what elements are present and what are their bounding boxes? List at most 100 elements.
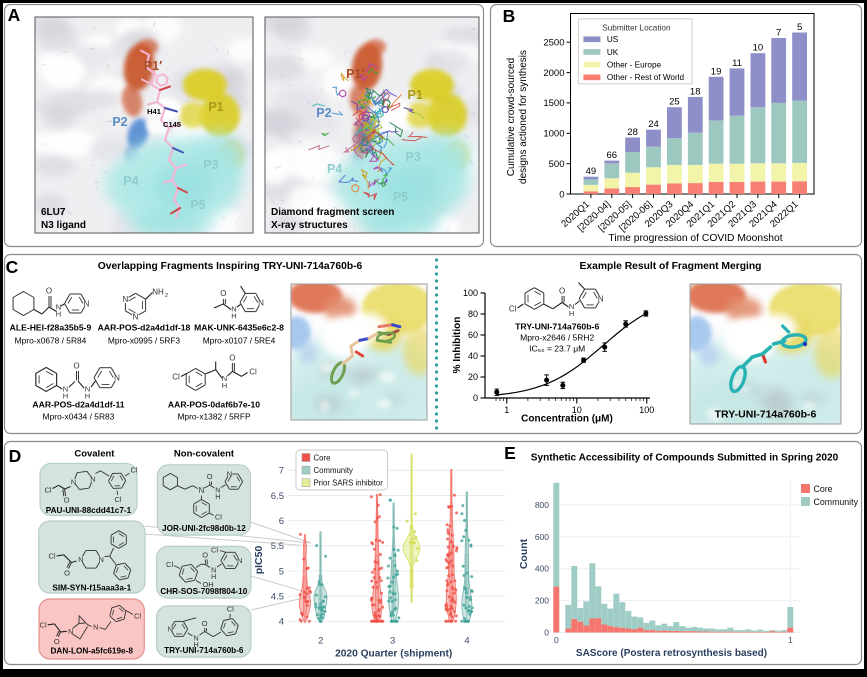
svg-text:SAScore (Postera retrosynthesi: SAScore (Postera retrosynthesis based) bbox=[576, 648, 767, 659]
svg-text:Example Result of Fragment Mer: Example Result of Fragment Merging bbox=[580, 261, 762, 272]
svg-text:0: 0 bbox=[554, 635, 559, 645]
svg-text:6: 6 bbox=[279, 516, 284, 527]
svg-text:24: 24 bbox=[648, 119, 659, 130]
svg-text:N: N bbox=[168, 625, 173, 634]
svg-text:pIC50: pIC50 bbox=[253, 546, 265, 575]
svg-text:Prior SARS inhibitor: Prior SARS inhibitor bbox=[314, 479, 384, 488]
svg-text:Cl: Cl bbox=[211, 545, 218, 554]
svg-text:4.5: 4.5 bbox=[271, 591, 284, 602]
svg-text:Mpro-x1382 / 5RFP: Mpro-x1382 / 5RFP bbox=[177, 412, 250, 422]
svg-text:Mpro-x0107 / 5RE4: Mpro-x0107 / 5RE4 bbox=[203, 336, 276, 346]
svg-text:P1: P1 bbox=[408, 88, 423, 102]
svg-text:N: N bbox=[258, 298, 264, 307]
svg-text:6LU7: 6LU7 bbox=[41, 207, 66, 218]
svg-text:18: 18 bbox=[690, 86, 701, 97]
svg-text:7: 7 bbox=[279, 466, 284, 477]
svg-text:2000: 2000 bbox=[543, 68, 564, 79]
svg-text:19: 19 bbox=[711, 66, 722, 77]
svg-text:H: H bbox=[193, 640, 198, 649]
svg-text:AAR-POS-d2a4d1df-11: AAR-POS-d2a4d1df-11 bbox=[32, 400, 124, 410]
svg-text:0: 0 bbox=[473, 393, 478, 403]
svg-text:N: N bbox=[227, 470, 232, 479]
svg-text:Cumulative crowd-sourced: Cumulative crowd-sourced bbox=[506, 58, 517, 176]
svg-text:Cl: Cl bbox=[215, 513, 222, 522]
svg-text:Mpro-x0434 / 5R83: Mpro-x0434 / 5R83 bbox=[43, 412, 115, 422]
svg-text:10: 10 bbox=[753, 43, 764, 54]
svg-text:Cl: Cl bbox=[44, 486, 51, 495]
svg-text:800: 800 bbox=[535, 500, 549, 510]
svg-text:Cl: Cl bbox=[130, 466, 137, 475]
svg-text:P1: P1 bbox=[208, 100, 223, 114]
svg-text:N: N bbox=[84, 299, 90, 308]
svg-text:O: O bbox=[54, 637, 60, 646]
svg-text:AAR-POS-0daf6b7e-10: AAR-POS-0daf6b7e-10 bbox=[168, 400, 260, 410]
svg-text:IC₅₀ = 23.7 μM: IC₅₀ = 23.7 μM bbox=[529, 344, 585, 354]
svg-text:49: 49 bbox=[586, 166, 597, 177]
svg-text:UK: UK bbox=[607, 48, 619, 57]
svg-text:Cl: Cl bbox=[114, 495, 121, 504]
svg-text:1000: 1000 bbox=[543, 129, 564, 140]
svg-text:O: O bbox=[202, 550, 208, 559]
svg-text:3: 3 bbox=[390, 636, 395, 647]
svg-text:O: O bbox=[220, 289, 226, 298]
svg-text:N: N bbox=[99, 555, 104, 564]
svg-text:O: O bbox=[207, 472, 213, 481]
svg-text:Diamond fragment screen: Diamond fragment screen bbox=[271, 207, 394, 218]
svg-text:66: 66 bbox=[607, 150, 618, 161]
svg-text:O: O bbox=[64, 496, 70, 505]
svg-text:Core: Core bbox=[814, 484, 833, 494]
svg-text:60: 60 bbox=[468, 330, 478, 340]
svg-text:Covalent: Covalent bbox=[74, 449, 115, 460]
svg-text:N3 ligand: N3 ligand bbox=[41, 220, 86, 231]
svg-text:E: E bbox=[504, 443, 516, 463]
svg-text:N: N bbox=[123, 295, 129, 304]
svg-text:Core: Core bbox=[314, 454, 331, 463]
svg-text:5.5: 5.5 bbox=[271, 541, 284, 552]
svg-text:PAU-UNI-88cdd41c7-1: PAU-UNI-88cdd41c7-1 bbox=[46, 506, 132, 515]
svg-text:28: 28 bbox=[627, 127, 638, 138]
svg-text:5: 5 bbox=[279, 566, 284, 577]
svg-text:X-ray structures: X-ray structures bbox=[271, 220, 348, 231]
svg-text:Cl: Cl bbox=[172, 373, 180, 382]
svg-text:P2: P2 bbox=[316, 106, 331, 120]
svg-text:2: 2 bbox=[318, 636, 323, 647]
svg-text:200: 200 bbox=[535, 596, 549, 606]
svg-text:Cl: Cl bbox=[48, 552, 55, 561]
svg-text:600: 600 bbox=[535, 532, 549, 542]
svg-text:Other - Rest of World: Other - Rest of World bbox=[607, 73, 685, 82]
svg-text:Count: Count bbox=[518, 538, 530, 569]
svg-text:TRY-UNI-714a760b-6: TRY-UNI-714a760b-6 bbox=[515, 322, 599, 332]
svg-text:O: O bbox=[73, 362, 79, 371]
svg-text:P3: P3 bbox=[406, 150, 421, 164]
svg-text:Overlapping Fragments Inspirin: Overlapping Fragments Inspiring TRY-UNI-… bbox=[98, 261, 363, 272]
svg-text:Cl: Cl bbox=[166, 560, 173, 569]
svg-text:N: N bbox=[598, 294, 604, 303]
svg-text:H: H bbox=[569, 309, 574, 318]
svg-text:Mpro-x0678 / 5R84: Mpro-x0678 / 5R84 bbox=[15, 336, 87, 346]
svg-text:Synthetic Accessibility of Com: Synthetic Accessibility of Compounds Sub… bbox=[531, 453, 839, 464]
svg-text:20: 20 bbox=[468, 372, 478, 382]
svg-text:OH: OH bbox=[202, 580, 213, 589]
svg-text:2500: 2500 bbox=[543, 38, 564, 49]
svg-text:H: H bbox=[222, 381, 227, 390]
svg-text:1: 1 bbox=[788, 635, 793, 645]
svg-text:Cl: Cl bbox=[249, 368, 257, 377]
svg-text:C145: C145 bbox=[163, 120, 181, 129]
svg-text:0: 0 bbox=[559, 189, 564, 200]
svg-text:O: O bbox=[229, 354, 235, 363]
svg-text:100: 100 bbox=[463, 288, 478, 298]
svg-text:1: 1 bbox=[504, 405, 509, 415]
svg-text:N: N bbox=[90, 475, 95, 484]
svg-text:Mpro-x0995 / 5RF3: Mpro-x0995 / 5RF3 bbox=[108, 336, 180, 346]
svg-text:1500: 1500 bbox=[543, 98, 564, 109]
svg-text:MAK-UNK-6435e6c2-8: MAK-UNK-6435e6c2-8 bbox=[194, 323, 284, 333]
svg-text:TRY-UNI-714a760b-6: TRY-UNI-714a760b-6 bbox=[715, 409, 817, 421]
svg-text:TRY-UNI-714a760b-6: TRY-UNI-714a760b-6 bbox=[164, 646, 244, 655]
svg-text:N: N bbox=[237, 556, 242, 565]
svg-text:P4: P4 bbox=[123, 174, 138, 188]
svg-text:P1′: P1′ bbox=[346, 67, 364, 81]
svg-text:H: H bbox=[215, 492, 220, 501]
svg-text:O: O bbox=[64, 569, 70, 578]
svg-text:P5: P5 bbox=[190, 198, 205, 212]
svg-text:NH: NH bbox=[152, 288, 164, 297]
